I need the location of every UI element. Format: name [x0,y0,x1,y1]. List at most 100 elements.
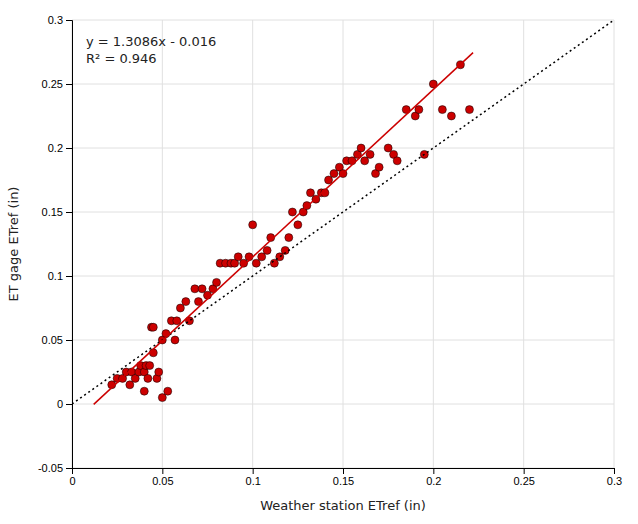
tick-label: 0.05 [152,475,173,487]
grid-line-x [523,20,524,468]
tick: 0 [57,398,72,410]
point [393,157,401,165]
point [361,157,369,165]
tick: 0.2 [426,468,441,487]
tick-mark [66,212,72,213]
point [325,176,333,184]
tick-mark [524,468,525,474]
tick-label: 0.1 [246,475,261,487]
tick-label: -0.05 [38,462,63,474]
tick-mark [66,340,72,341]
point [285,234,293,242]
tick-label: 0.1 [48,270,63,282]
point [149,323,157,331]
tick-label: 0.2 [426,475,441,487]
grid-line-y [72,276,614,277]
y-axis: -0.05 0 0.05 0.1 0.15 0.2 0.25 0.3 [38,14,73,474]
marks [72,20,614,404]
chart: 00.050.10.150.20.250.3-0.0500.050.10.150… [0,0,638,524]
point [155,368,163,376]
point [465,106,473,114]
grid-line-y [72,340,614,341]
point [198,285,206,293]
point [258,253,266,261]
point [357,144,365,152]
tick-label: 0.15 [333,475,354,487]
tick: 0.05 [42,334,72,346]
tick-label: 0 [69,475,75,487]
tick-mark [66,468,72,469]
grid [72,20,614,468]
point [306,189,314,197]
tick-mark [66,404,72,405]
tick: 0.3 [48,14,72,26]
point [144,374,152,382]
tick: 0.25 [42,78,72,90]
tick: 0.15 [333,468,354,487]
tick: 0.25 [513,468,534,487]
tick-label: 0.3 [48,14,63,26]
tick-label: 0.25 [513,475,534,487]
tick-label: 0.3 [607,475,622,487]
tick: 0.15 [42,206,72,218]
annotation-line: y = 1.3086x - 0.016 [86,34,216,49]
point [447,112,455,120]
tick-mark [253,468,254,474]
y-axis-label: ET gage ETref (in) [6,187,21,302]
point [263,246,271,254]
point [164,387,172,395]
point [375,163,383,171]
point [213,278,221,286]
x-axis: 0 0.05 0.1 0.15 0.2 0.25 0.3 [69,468,622,487]
point [146,362,154,370]
tick: 0.3 [607,468,622,487]
point [270,259,278,267]
tick: 0.1 [246,468,261,487]
point [294,221,302,229]
tick-label: 0.2 [48,142,63,154]
grid-line-y [72,148,614,149]
axis-line [73,469,615,475]
axis-line [66,21,73,469]
tick-mark [66,84,72,85]
point [126,381,134,389]
point [348,157,356,165]
point [330,170,338,178]
point [252,259,260,267]
tick-label: 0.25 [42,78,63,90]
tick-mark [66,148,72,149]
point [288,208,296,216]
tick-label: 0 [57,398,63,410]
tick: 0.05 [152,468,173,487]
point [438,106,446,114]
point [140,387,148,395]
tick-label: 0.15 [42,206,63,218]
point [415,106,423,114]
tick-mark [433,468,434,474]
tick-mark [614,468,615,474]
point [234,253,242,261]
tick-mark [66,20,72,21]
point [171,336,179,344]
tick: 0.2 [48,142,72,154]
regression-line [94,53,473,405]
tick-mark [343,468,344,474]
tick: 0.1 [48,270,72,282]
point [249,221,257,229]
tick-mark [66,276,72,277]
point [384,144,392,152]
x-axis-label: Weather station ETref (in) [260,498,426,513]
grid-line-y [72,84,614,85]
annotation: y = 1.3086x - 0.016R² = 0.946 [86,34,216,66]
grid-line-y [72,404,614,405]
point [173,317,181,325]
point [191,285,199,293]
point [182,298,190,306]
tick-mark [162,468,163,474]
tick: -0.05 [38,462,72,474]
tick-label: 0.05 [42,334,63,346]
grid-line-x [252,20,253,468]
grid-line-x [614,20,615,468]
point [158,394,166,402]
tick: 0 [69,468,75,487]
